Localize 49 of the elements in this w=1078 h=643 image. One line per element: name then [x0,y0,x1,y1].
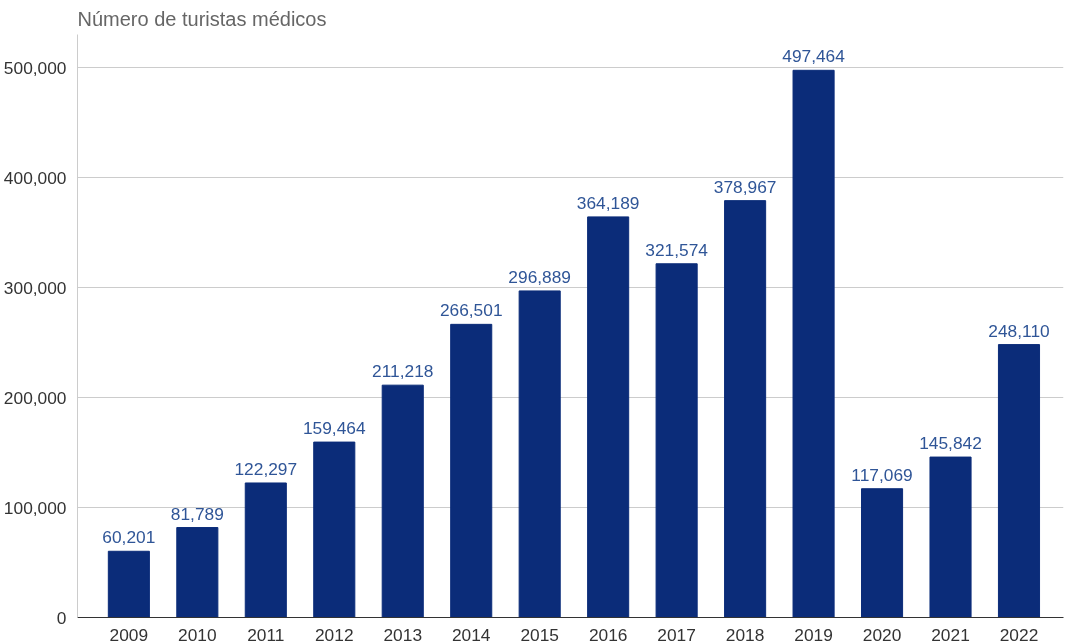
x-tick-label: 2010 [178,624,217,643]
data-label: 117,069 [851,464,913,485]
x-tick-label: 2021 [931,624,970,643]
data-label: 296,889 [508,266,572,287]
y-tick-label: 500,000 [3,57,67,78]
x-tick-label: 2015 [520,624,559,643]
y-tick-label: 100,000 [3,497,67,518]
bar [450,323,493,618]
bar [861,488,904,618]
bar [997,344,1041,618]
data-label: 321,574 [645,239,709,260]
bar [587,216,630,618]
chart-title: Número de turistas médicos [77,7,327,30]
bar [518,290,561,618]
x-tick-label: 2018 [725,624,765,643]
bar [381,384,424,618]
y-tick-label: 200,000 [3,387,67,408]
bar [176,527,219,618]
data-label: 211,218 [372,361,434,382]
x-tick-label: 2011 [247,624,285,643]
bar [313,441,356,618]
data-label: 497,464 [782,46,846,67]
x-tick-label: 2014 [451,624,491,643]
y-tick-label: 300,000 [3,277,67,298]
x-tick-label: 2017 [657,624,696,643]
data-label: 60,201 [102,527,156,548]
x-tick-label: 2019 [794,624,833,643]
x-tick-label: 2009 [109,624,149,643]
data-label: 364,189 [576,192,640,213]
data-label: 266,501 [439,300,503,321]
y-tick-label: 0 [56,607,67,628]
bar [244,482,287,618]
bar [107,550,150,618]
data-label: 378,967 [713,176,777,197]
x-tick-label: 2022 [999,624,1039,643]
data-label: 248,110 [988,320,1050,341]
bar [792,69,835,618]
bar [655,263,698,618]
x-tick-label: 2020 [862,624,902,643]
data-label: 122,297 [234,458,298,479]
x-tick-label: 2012 [315,624,354,643]
bar [929,456,972,618]
data-label: 145,842 [919,433,982,454]
bar [724,200,767,618]
x-tick-label: 2016 [588,624,628,643]
data-label: 159,464 [302,418,366,439]
data-label: 81,789 [170,503,224,524]
y-tick-label: 400,000 [3,167,67,188]
x-tick-label: 2013 [383,624,423,643]
